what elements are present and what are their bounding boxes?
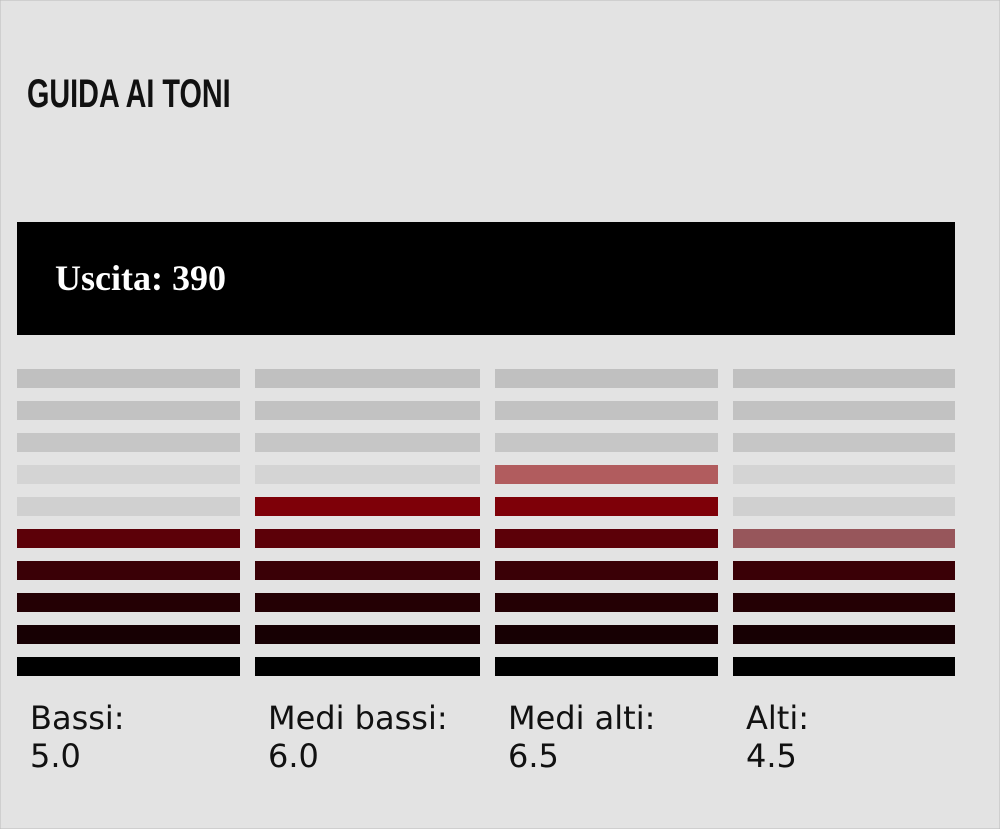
- value-label: 6.0: [268, 737, 319, 775]
- meter-segment: [17, 497, 240, 516]
- meter-segment: [255, 401, 480, 420]
- meter-segment: [495, 657, 718, 676]
- value-label: 4.5: [746, 737, 797, 775]
- meter-segment: [255, 593, 480, 612]
- meter-segment: [17, 625, 240, 644]
- meter-segment: [733, 593, 955, 612]
- meter-segment: [495, 433, 718, 452]
- meter-segment: [733, 369, 955, 388]
- meter-segment: [255, 369, 480, 388]
- category-label: Medi bassi:: [268, 699, 448, 737]
- meter-segment: [733, 625, 955, 644]
- subtitle: Uscita: 390: [55, 258, 226, 298]
- meter-segment: [255, 497, 480, 516]
- meter-segment: [255, 625, 480, 644]
- meter-segment: [495, 561, 718, 580]
- category-label: Alti:: [746, 699, 809, 737]
- meter-segment: [733, 433, 955, 452]
- meter-segment: [17, 561, 240, 580]
- meter-segment: [17, 657, 240, 676]
- meter-segment: [733, 657, 955, 676]
- meter-segment: [255, 433, 480, 452]
- meter-segment: [17, 401, 240, 420]
- meter-segment: [733, 561, 955, 580]
- meter-segment: [495, 465, 718, 484]
- meter-bar: [495, 369, 718, 676]
- meter-bar: [733, 369, 955, 676]
- output-banner: [17, 222, 955, 335]
- meter-segment: [495, 529, 718, 548]
- meter-segment: [495, 401, 718, 420]
- meter-segment: [255, 529, 480, 548]
- category-label: Medi alti:: [508, 699, 655, 737]
- meter-segment: [733, 465, 955, 484]
- meter-segment: [495, 625, 718, 644]
- meter-segment: [255, 657, 480, 676]
- meter-segment: [733, 401, 955, 420]
- meter-segment: [17, 529, 240, 548]
- value-label: 5.0: [30, 737, 81, 775]
- meter-segment: [17, 465, 240, 484]
- value-label: 6.5: [508, 737, 559, 775]
- category-label: Bassi:: [30, 699, 125, 737]
- title: GUIDA AI TONI: [27, 71, 231, 116]
- meter-segment: [733, 497, 955, 516]
- meter-segment: [17, 433, 240, 452]
- meter-segment: [17, 369, 240, 388]
- meter-segment: [495, 369, 718, 388]
- meter-bar: [255, 369, 480, 676]
- meter-segment: [733, 529, 955, 548]
- meter-segment: [255, 561, 480, 580]
- meter-segment: [495, 497, 718, 516]
- meter-segment: [255, 465, 480, 484]
- meter-bar: [17, 369, 240, 676]
- meter-segment: [17, 593, 240, 612]
- meter-segment: [495, 593, 718, 612]
